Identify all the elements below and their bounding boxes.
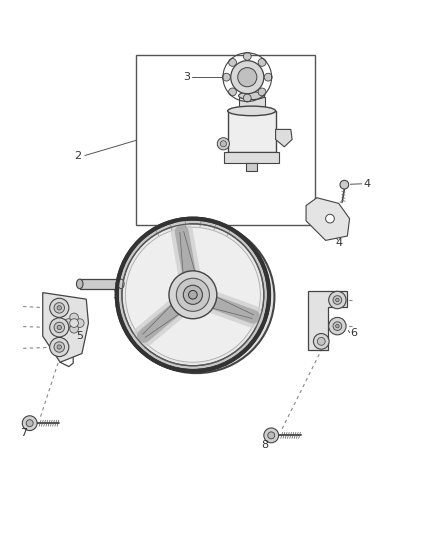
Ellipse shape xyxy=(239,92,265,100)
Bar xyxy=(224,152,279,163)
Circle shape xyxy=(229,88,237,96)
Bar xyxy=(239,97,265,112)
Circle shape xyxy=(22,416,37,431)
Circle shape xyxy=(336,325,339,328)
Circle shape xyxy=(54,342,64,352)
Circle shape xyxy=(26,419,33,426)
Circle shape xyxy=(70,313,78,322)
Circle shape xyxy=(122,224,264,366)
Circle shape xyxy=(57,345,61,349)
Circle shape xyxy=(325,214,334,223)
Text: 6: 6 xyxy=(350,328,357,337)
Circle shape xyxy=(217,138,230,150)
Circle shape xyxy=(49,298,69,318)
Polygon shape xyxy=(308,292,347,350)
Circle shape xyxy=(238,68,257,87)
Circle shape xyxy=(177,278,209,311)
Circle shape xyxy=(244,52,251,60)
Text: 1: 1 xyxy=(113,290,120,300)
Circle shape xyxy=(258,88,266,96)
Ellipse shape xyxy=(77,279,83,289)
Circle shape xyxy=(75,319,84,327)
Circle shape xyxy=(333,296,342,304)
Text: 5: 5 xyxy=(76,331,83,341)
Circle shape xyxy=(70,325,78,333)
Text: 2: 2 xyxy=(74,150,81,160)
Bar xyxy=(228,111,276,152)
Text: 3: 3 xyxy=(183,72,190,82)
Ellipse shape xyxy=(118,279,124,289)
Circle shape xyxy=(54,303,64,313)
Circle shape xyxy=(188,290,197,299)
Text: 4: 4 xyxy=(335,238,342,248)
Circle shape xyxy=(340,180,349,189)
Circle shape xyxy=(220,141,226,147)
Circle shape xyxy=(328,318,346,335)
Circle shape xyxy=(49,337,69,357)
Circle shape xyxy=(229,59,237,66)
Circle shape xyxy=(117,219,269,371)
Circle shape xyxy=(57,305,61,310)
Circle shape xyxy=(231,61,264,94)
Polygon shape xyxy=(43,293,88,362)
Circle shape xyxy=(328,292,346,309)
Circle shape xyxy=(223,73,230,81)
Text: 7: 7 xyxy=(21,428,28,438)
Circle shape xyxy=(318,337,325,345)
Circle shape xyxy=(314,334,329,349)
Circle shape xyxy=(54,322,64,333)
Bar xyxy=(247,163,257,171)
Circle shape xyxy=(333,322,342,330)
Bar xyxy=(80,279,121,289)
Circle shape xyxy=(64,319,73,327)
Ellipse shape xyxy=(228,106,276,116)
Bar xyxy=(136,55,315,225)
Circle shape xyxy=(264,428,279,443)
Circle shape xyxy=(244,94,251,102)
Circle shape xyxy=(268,432,275,439)
Circle shape xyxy=(184,285,202,304)
Circle shape xyxy=(49,318,69,337)
Text: 8: 8 xyxy=(261,440,268,449)
Circle shape xyxy=(125,228,260,362)
Circle shape xyxy=(169,271,217,319)
Circle shape xyxy=(264,73,272,81)
Polygon shape xyxy=(276,130,292,147)
Circle shape xyxy=(336,298,339,302)
Text: 4: 4 xyxy=(364,179,371,189)
Circle shape xyxy=(70,319,78,327)
Circle shape xyxy=(57,325,61,329)
Ellipse shape xyxy=(118,221,275,373)
Circle shape xyxy=(258,59,266,66)
Polygon shape xyxy=(306,198,350,240)
